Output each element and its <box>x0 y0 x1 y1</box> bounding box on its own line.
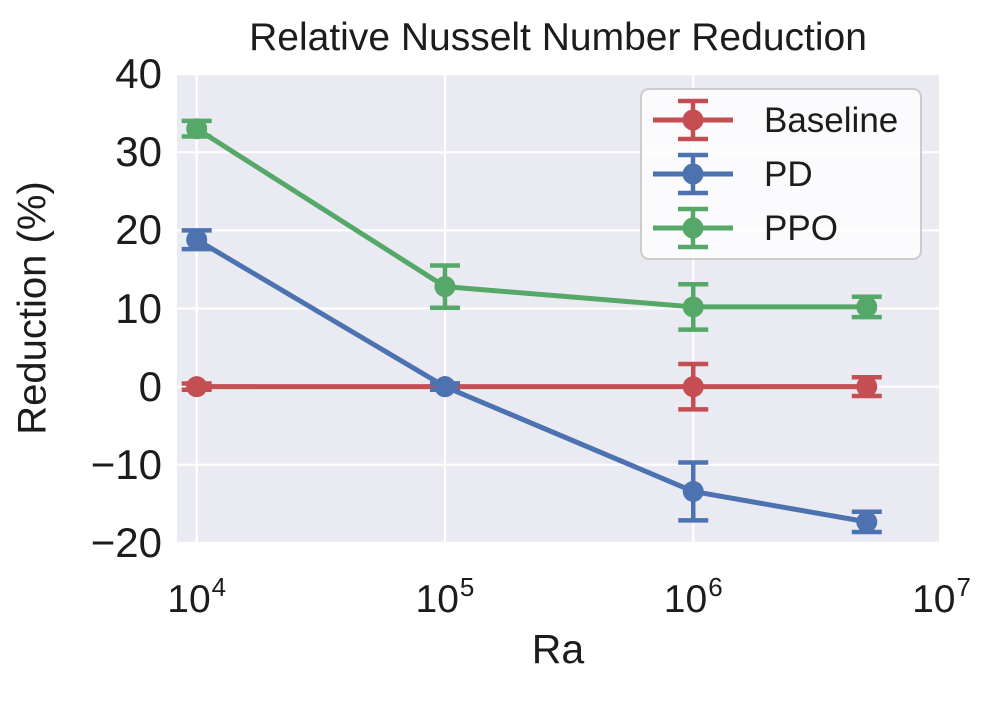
series-line <box>194 237 870 525</box>
y-tick-label: 40 <box>115 50 162 97</box>
legend-entry-pd: PD <box>653 147 920 201</box>
chart-title: Relative Nusselt Number Reduction <box>249 16 867 59</box>
series-pd <box>181 228 882 535</box>
data-point-marker <box>856 296 878 318</box>
legend-marker <box>682 217 704 239</box>
legend: Baseline PD PPO <box>640 88 922 260</box>
x-tick-label: 106 <box>663 572 723 621</box>
x-tick-label: 105 <box>415 572 475 621</box>
errorbar-glyph-icon <box>653 98 733 142</box>
series-baseline <box>181 361 882 412</box>
legend-label: PD <box>764 154 813 194</box>
data-point-marker <box>186 229 208 251</box>
legend-label: PPO <box>764 208 838 248</box>
series-ppo <box>181 118 882 332</box>
data-point-marker <box>682 376 704 398</box>
x-tick-label: 107 <box>912 572 971 621</box>
y-tick-label: −10 <box>90 440 162 488</box>
x-tick-label: 104 <box>167 572 227 621</box>
y-tick-label: 0 <box>138 362 162 410</box>
data-point-marker <box>856 376 878 398</box>
y-tick-label: −20 <box>90 519 162 566</box>
legend-entry-baseline: Baseline <box>653 93 920 147</box>
y-tick-label: 20 <box>115 206 162 254</box>
legend-label: Baseline <box>764 100 899 140</box>
errorbar-glyph-icon <box>653 206 733 250</box>
data-point-marker <box>856 511 878 533</box>
data-point-marker <box>186 376 208 398</box>
legend-marker <box>682 109 704 131</box>
data-point-marker <box>434 376 456 398</box>
y-tick-label: 10 <box>115 284 162 332</box>
y-tick-label: 30 <box>115 128 162 176</box>
data-point-marker <box>682 296 704 318</box>
data-point-marker <box>682 480 704 502</box>
legend-marker <box>682 163 704 185</box>
series-line <box>194 126 870 310</box>
legend-entry-ppo: PPO <box>653 201 920 255</box>
data-point-marker <box>434 276 456 298</box>
errorbar-glyph-icon <box>653 152 733 196</box>
data-point-marker <box>186 118 208 140</box>
x-axis-label: Ra <box>531 626 585 672</box>
